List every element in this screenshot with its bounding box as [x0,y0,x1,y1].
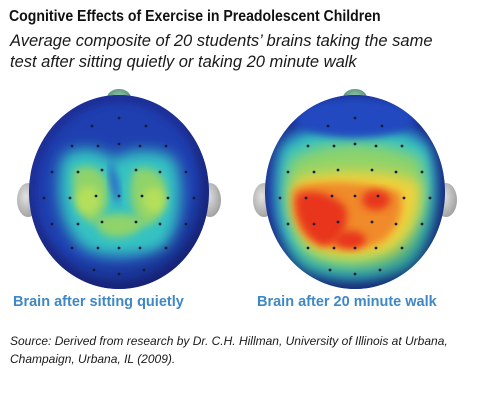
brain-map-sitting [14,88,224,293]
caption-walk: Brain after 20 minute walk [257,294,437,310]
caption-sitting: Brain after sitting quietly [13,294,184,310]
figure-title: Cognitive Effects of Exercise in Preadol… [9,8,381,25]
source-note: Source: Derived from research by Dr. C.H… [10,332,475,368]
figure-subtitle: Average composite of 20 students’ brains… [10,31,480,73]
subtitle-line-2: test after sitting quietly or taking 20 … [10,53,357,71]
source-line-2: Champaign, Urbana, IL (2009). [10,352,176,366]
source-line-1: Source: Derived from research by Dr. C.H… [10,334,448,348]
subtitle-line-1: Average composite of 20 students’ brains… [10,32,433,50]
brain-map-walk [250,88,460,293]
